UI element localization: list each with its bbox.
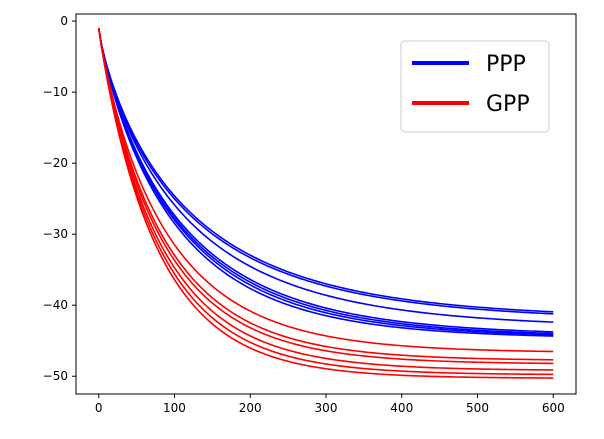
x-tick-label: 0 (95, 401, 103, 415)
y-tick-label: −50 (43, 369, 68, 383)
legend-box (400, 40, 550, 133)
x-tick-label: 400 (390, 401, 413, 415)
series-line-gpp (97, 28, 554, 371)
series-line-ppp (97, 28, 554, 336)
series-line-ppp (97, 28, 554, 333)
series-layer (97, 28, 554, 379)
series-line-ppp (97, 28, 554, 337)
y-tick-label: 0 (60, 14, 68, 28)
series-line-gpp (97, 28, 554, 379)
legend-label-ppp: PPP (486, 52, 526, 77)
y-tick-label: −10 (43, 85, 68, 99)
series-line-gpp (97, 28, 554, 353)
series-line-ppp (97, 28, 554, 335)
series-line-ppp (97, 28, 554, 313)
series-line-gpp (97, 28, 554, 365)
legend: PPP GPP (400, 40, 550, 133)
series-line-gpp (97, 28, 554, 376)
x-tick-label: 200 (239, 401, 262, 415)
y-tick-label: −20 (43, 156, 68, 170)
y-tick-label: −40 (43, 298, 68, 312)
series-line-ppp (97, 28, 554, 323)
x-tick-label: 600 (542, 401, 565, 415)
x-tick-label: 100 (163, 401, 186, 415)
x-tick-label: 300 (315, 401, 338, 415)
series-line-ppp (97, 28, 554, 315)
series-line-gpp (97, 28, 554, 361)
x-tick-label: 500 (466, 401, 489, 415)
ticks-layer: 0 100 200 300 400 500 600 0 −10 −20 −30 −40 −50 (43, 14, 565, 415)
legend-label-gpp: GPP (486, 92, 530, 117)
y-tick-label: −30 (43, 227, 68, 241)
